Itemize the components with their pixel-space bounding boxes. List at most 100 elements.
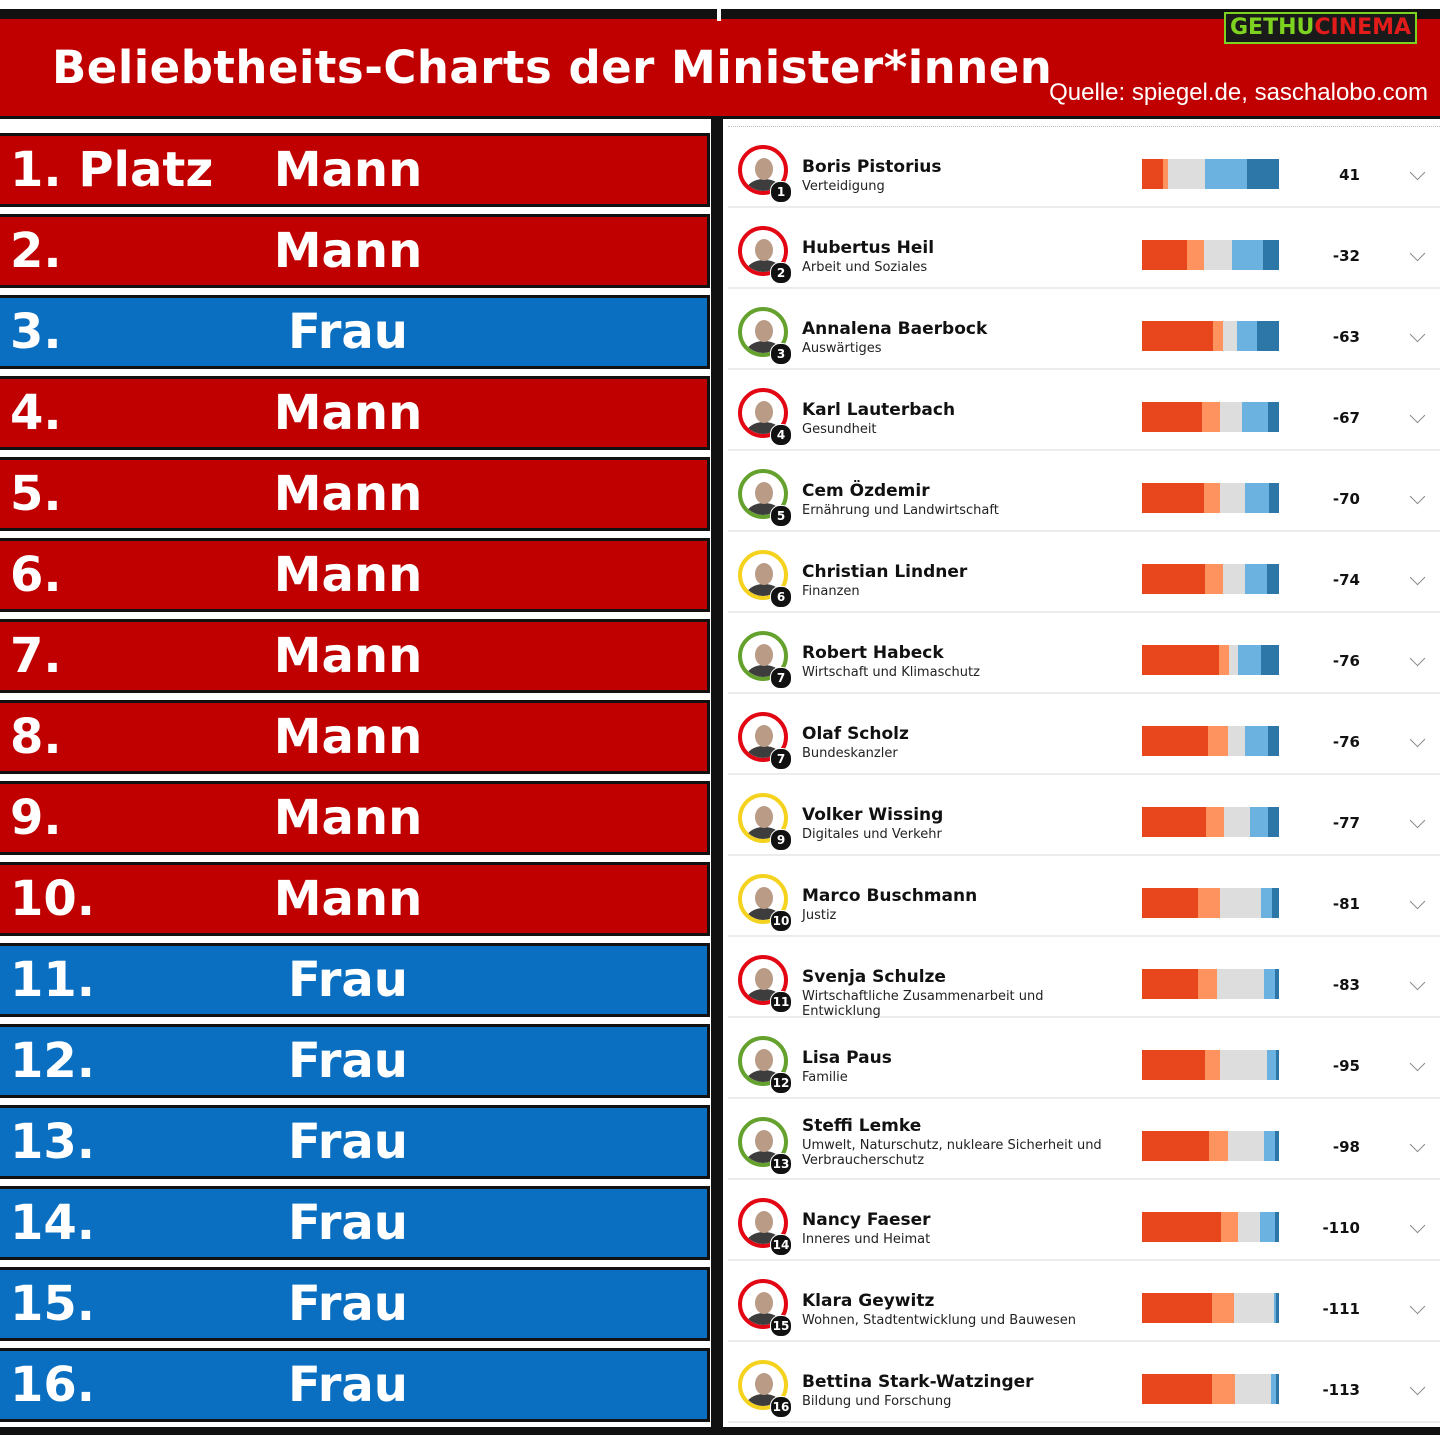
minister-department: Wohnen, Stadtentwicklung und Bauwesen <box>802 1313 1077 1328</box>
rank-gender: Frau <box>288 1195 408 1251</box>
chevron-down-icon[interactable] <box>1409 893 1426 910</box>
portrait-face <box>755 239 773 261</box>
minister-row[interactable]: 3 Annalena Baerbock Auswärtiges -63 <box>728 295 1440 370</box>
rank-badge: 16 <box>770 1396 792 1418</box>
minister-row[interactable]: 10 Marco Buschmann Justiz -81 <box>728 862 1440 937</box>
minister-name: Olaf Scholz <box>802 724 909 744</box>
chevron-down-icon[interactable] <box>1409 488 1426 505</box>
rank-badge: 10 <box>770 910 792 932</box>
rank-row: 9. Mann <box>0 781 710 855</box>
minister-row[interactable]: 1 Boris Pistorius Verteidigung 41 <box>728 133 1440 208</box>
portrait-face <box>755 401 773 423</box>
bar-segment-positive <box>1259 1212 1276 1242</box>
rank-row: 6. Mann <box>0 538 710 612</box>
bar-segment-negative <box>1209 1131 1229 1161</box>
chevron-down-icon[interactable] <box>1409 1379 1426 1396</box>
popularity-score: -113 <box>1322 1381 1360 1399</box>
rating-bar <box>1142 159 1280 189</box>
rank-badge: 7 <box>770 667 792 689</box>
minister-department: Inneres und Heimat <box>802 1232 931 1247</box>
rank-row: 15. Frau <box>0 1267 710 1341</box>
bar-segment-very-negative <box>1142 159 1163 189</box>
rank-number: 8. <box>10 709 62 765</box>
rank-row: 8. Mann <box>0 700 710 774</box>
rank-badge: 11 <box>770 991 792 1013</box>
bar-segment-positive <box>1232 240 1263 270</box>
minister-department: Gesundheit <box>802 422 877 437</box>
chevron-down-icon[interactable] <box>1409 164 1426 181</box>
minister-row[interactable]: 7 Olaf Scholz Bundeskanzler -76 <box>728 700 1440 775</box>
chevron-down-icon[interactable] <box>1409 569 1426 586</box>
rank-badge: 9 <box>770 829 792 851</box>
rank-badge: 13 <box>770 1153 792 1175</box>
rank-badge: 14 <box>770 1234 792 1256</box>
minister-row[interactable]: 7 Robert Habeck Wirtschaft und Klimaschutz… <box>728 619 1440 694</box>
minister-department: Arbeit und Soziales <box>802 260 928 275</box>
rating-bar <box>1142 483 1280 513</box>
chevron-down-icon[interactable] <box>1409 974 1426 991</box>
rank-number: 9. <box>10 790 62 846</box>
bar-segment-negative <box>1203 483 1221 513</box>
bar-segment-very-positive <box>1274 1131 1280 1161</box>
bar-segment-very-positive <box>1262 240 1280 270</box>
bar-segment-very-positive <box>1247 159 1280 189</box>
chevron-down-icon[interactable] <box>1409 326 1426 343</box>
source-credit: Quelle: spiegel.de, saschalobo.com <box>1049 79 1428 106</box>
minister-name: Boris Pistorius <box>802 157 942 177</box>
bar-segment-very-positive <box>1268 402 1280 432</box>
rank-gender: Frau <box>288 1357 408 1413</box>
chevron-down-icon[interactable] <box>1409 1136 1426 1153</box>
bar-segment-positive <box>1244 483 1270 513</box>
minister-name: Nancy Faeser <box>802 1210 931 1230</box>
bar-segment-very-positive <box>1268 726 1280 756</box>
popularity-score: -81 <box>1332 895 1360 913</box>
rating-bar <box>1142 807 1280 837</box>
bar-segment-neutral <box>1228 726 1246 756</box>
chevron-down-icon[interactable] <box>1409 650 1426 667</box>
rank-row: 13. Frau <box>0 1105 710 1179</box>
minister-name: Cem Özdemir <box>802 481 930 501</box>
minister-name: Volker Wissing <box>802 805 944 825</box>
rank-row: 10. Mann <box>0 862 710 936</box>
chevron-down-icon[interactable] <box>1409 1298 1426 1315</box>
minister-row[interactable]: 4 Karl Lauterbach Gesundheit -67 <box>728 376 1440 451</box>
chevron-down-icon[interactable] <box>1409 1217 1426 1234</box>
minister-row[interactable]: 9 Volker Wissing Digitales und Verkehr -77 <box>728 781 1440 856</box>
minister-name: Annalena Baerbock <box>802 319 988 339</box>
rating-bar <box>1142 1293 1280 1323</box>
bar-segment-negative <box>1202 402 1221 432</box>
bar-segment-very-positive <box>1269 483 1280 513</box>
minister-row[interactable]: 11 Svenja Schulze Wirtschaftliche Zusammen… <box>728 943 1440 1019</box>
portrait-face <box>755 320 773 342</box>
minister-row[interactable]: 12 Lisa Paus Familie -95 <box>728 1024 1440 1099</box>
bar-segment-positive <box>1273 1293 1277 1323</box>
rank-number: 7. <box>10 628 62 684</box>
rank-number: 13. <box>10 1114 96 1170</box>
chevron-down-icon[interactable] <box>1409 1055 1426 1072</box>
minister-row[interactable]: 14 Nancy Faeser Inneres und Heimat -110 <box>728 1186 1440 1261</box>
minister-name: Marco Buschmann <box>802 886 978 906</box>
chevron-down-icon[interactable] <box>1409 731 1426 748</box>
rank-badge: 5 <box>770 505 792 527</box>
chevron-down-icon[interactable] <box>1409 245 1426 262</box>
bar-segment-very-positive <box>1274 1212 1280 1242</box>
minister-row[interactable]: 5 Cem Özdemir Ernährung und Landwirtschaft… <box>728 457 1440 532</box>
bar-segment-neutral <box>1222 564 1246 594</box>
minister-row[interactable]: 2 Hubertus Heil Arbeit und Soziales -32 <box>728 214 1440 289</box>
rank-row: 2. Mann <box>0 214 710 288</box>
minister-name: Svenja Schulze <box>802 967 946 987</box>
chevron-down-icon[interactable] <box>1409 812 1426 829</box>
minister-row[interactable]: 16 Bettina Stark-Watzinger Bildung und For… <box>728 1348 1440 1423</box>
bar-segment-very-positive <box>1276 1050 1280 1080</box>
rank-number: 1. Platz <box>10 142 214 198</box>
rating-bar <box>1142 1212 1280 1242</box>
minister-row[interactable]: 15 Klara Geywitz Wohnen, Stadtentwicklung … <box>728 1267 1440 1342</box>
chevron-down-icon[interactable] <box>1409 407 1426 424</box>
bar-segment-very-positive <box>1266 564 1280 594</box>
minister-row[interactable]: 13 Steffi Lemke Umwelt, Naturschutz, nukle… <box>728 1105 1440 1180</box>
minister-row[interactable]: 6 Christian Lindner Finanzen -74 <box>728 538 1440 613</box>
minister-department: Justiz <box>802 908 837 923</box>
popularity-score: -70 <box>1332 490 1360 508</box>
minister-department: Umwelt, Naturschutz, nukleare Sicherheit… <box>802 1138 1102 1168</box>
popularity-score: -98 <box>1332 1138 1360 1156</box>
